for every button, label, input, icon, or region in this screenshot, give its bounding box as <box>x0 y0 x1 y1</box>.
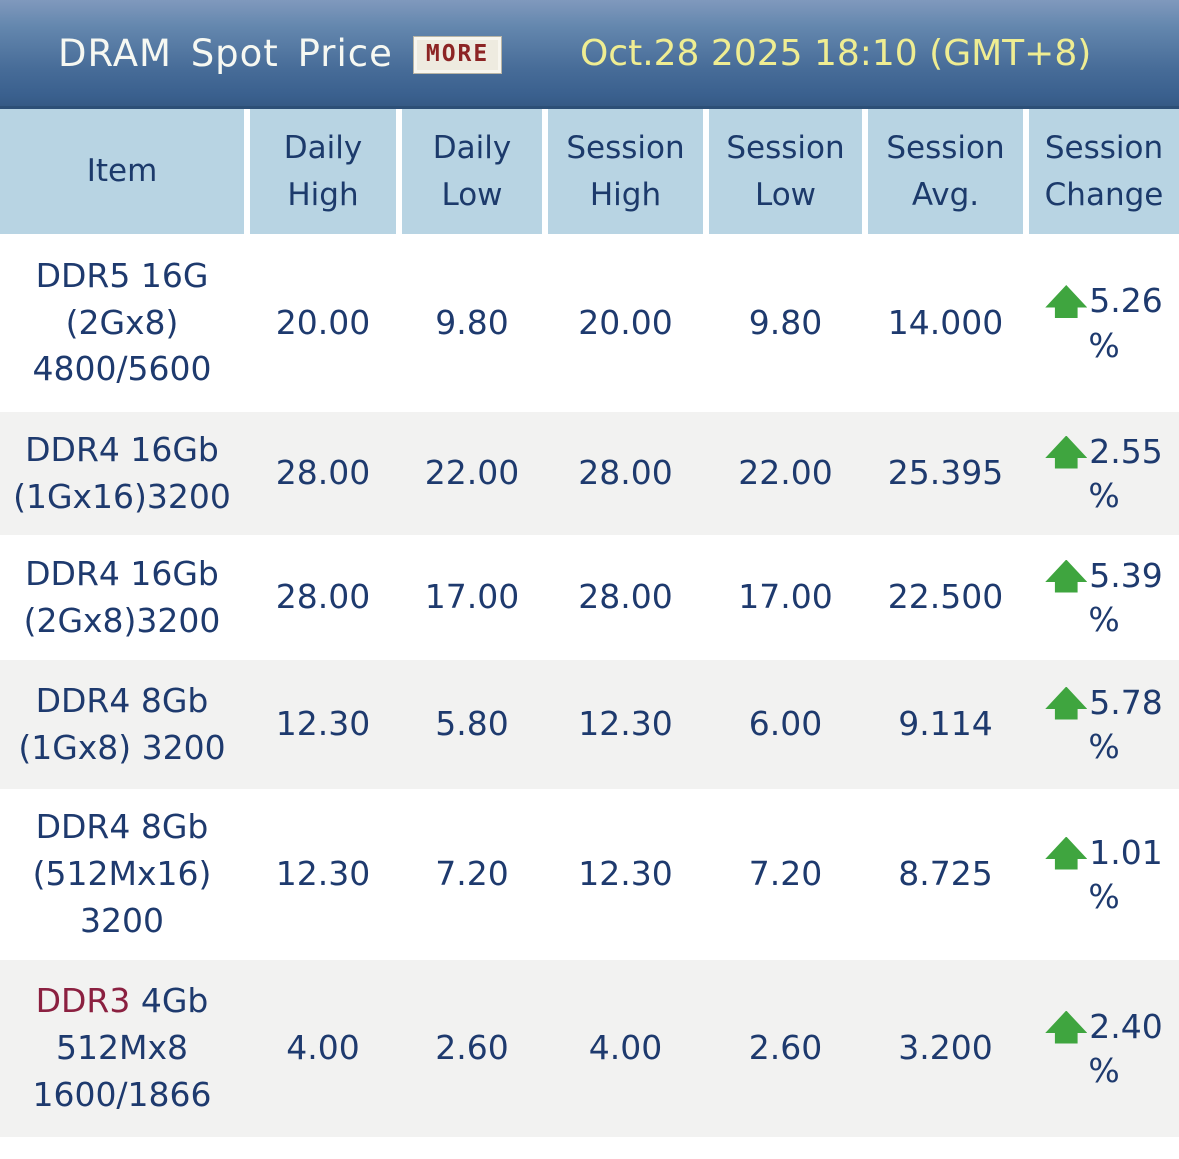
up-arrow-icon <box>1045 1010 1088 1044</box>
ddr3-link[interactable]: DDR3 <box>35 981 131 1021</box>
change-value: 1.01 <box>1089 832 1163 872</box>
table-row: DDR4 16Gb (1Gx16)3200 28.00 22.00 28.00 … <box>0 412 1179 535</box>
session-high-cell: 12.30 <box>578 704 673 744</box>
column-header-daily-low: Daily Low <box>402 109 542 234</box>
daily-low-cell: 17.00 <box>424 577 520 617</box>
change-value: 5.39 <box>1089 555 1163 595</box>
daily-high-cell: 4.00 <box>286 1028 360 1068</box>
session-low-cell: 6.00 <box>748 704 823 744</box>
daily-low-cell: 7.20 <box>435 854 509 894</box>
session-change-cell: 2.55 % <box>1029 429 1179 519</box>
column-header-daily-high: Daily High <box>250 109 396 234</box>
session-low-cell: 9.80 <box>748 302 823 342</box>
item-cell: DDR4 16Gb (1Gx16)3200 <box>13 429 231 516</box>
session-low-cell: 2.60 <box>748 1028 823 1068</box>
daily-low-cell: 22.00 <box>424 453 520 493</box>
daily-high-cell: 28.00 <box>275 453 371 493</box>
title-bar: DRAM Spot Price MORE Oct.28 2025 18:10 (… <box>0 0 1179 109</box>
session-change-cell: 5.26 % <box>1029 278 1179 368</box>
change-value: 5.78 <box>1089 682 1163 722</box>
session-low-cell: 22.00 <box>738 453 833 493</box>
change-unit: % <box>1088 325 1120 365</box>
session-high-cell: 20.00 <box>578 302 673 342</box>
change-unit: % <box>1088 476 1120 516</box>
session-high-cell: 4.00 <box>588 1028 663 1068</box>
session-change-cell: 1.01 % <box>1029 830 1179 920</box>
up-arrow-icon <box>1045 435 1088 469</box>
table-row: DDR5 16G (2Gx8) 4800/5600 20.00 9.80 20.… <box>0 234 1179 412</box>
table-row: DDR4 16Gb (2Gx8)3200 28.00 17.00 28.00 1… <box>0 535 1179 660</box>
change-unit: % <box>1088 727 1120 767</box>
table-header-row: Item Daily High Daily Low Session High S… <box>0 109 1179 234</box>
up-arrow-icon <box>1045 285 1088 319</box>
session-avg-cell: 9.114 <box>898 704 993 744</box>
up-arrow-icon <box>1045 559 1088 593</box>
session-avg-cell: 22.500 <box>887 577 1004 617</box>
daily-low-cell: 5.80 <box>435 704 509 744</box>
column-header-session-high: Session High <box>548 109 703 234</box>
item-cell: DDR3 4Gb 512Mx8 1600/1866 <box>32 981 212 1114</box>
table-row: DDR4 8Gb (1Gx8) 3200 12.30 5.80 12.30 6.… <box>0 660 1179 789</box>
session-high-cell: 28.00 <box>578 577 673 617</box>
up-arrow-icon <box>1045 686 1088 720</box>
table-row: DDR4 8Gb (512Mx16) 3200 12.30 7.20 12.30… <box>0 789 1179 960</box>
session-change-cell: 5.78 % <box>1029 680 1179 770</box>
session-avg-cell: 8.725 <box>898 854 993 894</box>
item-cell: DDR4 8Gb (512Mx16) 3200 <box>32 807 212 940</box>
change-value: 2.55 <box>1089 431 1163 471</box>
session-avg-cell: 25.395 <box>887 453 1004 493</box>
daily-low-cell: 9.80 <box>435 302 509 342</box>
session-high-cell: 12.30 <box>578 854 673 894</box>
daily-low-cell: 2.60 <box>435 1028 509 1068</box>
table-row: DDR3 4Gb 512Mx8 1600/1866 4.00 2.60 4.00… <box>0 960 1179 1137</box>
page-title: DRAM Spot Price <box>58 31 393 75</box>
more-button[interactable]: MORE <box>412 36 503 74</box>
session-low-cell: 17.00 <box>738 577 833 617</box>
change-value: 5.26 <box>1089 281 1163 321</box>
change-value: 2.40 <box>1089 1006 1163 1046</box>
session-change-cell: 2.40 % <box>1029 1004 1179 1094</box>
daily-high-cell: 28.00 <box>275 577 371 617</box>
timestamp: Oct.28 2025 18:10 (GMT+8) <box>579 32 1092 74</box>
column-header-item: Item <box>0 109 244 234</box>
column-header-session-change: Session Change <box>1029 109 1179 234</box>
column-header-session-avg: Session Avg. <box>868 109 1023 234</box>
item-cell: DDR4 8Gb (1Gx8) 3200 <box>18 680 226 767</box>
session-avg-cell: 14.000 <box>887 302 1004 342</box>
up-arrow-icon <box>1045 836 1088 870</box>
session-low-cell: 7.20 <box>748 854 823 894</box>
change-unit: % <box>1088 600 1120 640</box>
session-avg-cell: 3.200 <box>898 1028 993 1068</box>
daily-high-cell: 12.30 <box>275 704 371 744</box>
change-unit: % <box>1088 1051 1120 1091</box>
session-change-cell: 5.39 % <box>1029 553 1179 643</box>
item-cell: DDR5 16G (2Gx8) 4800/5600 <box>32 255 212 389</box>
daily-high-cell: 12.30 <box>275 854 371 894</box>
session-high-cell: 28.00 <box>578 453 673 493</box>
column-header-session-low: Session Low <box>709 109 862 234</box>
item-cell: DDR4 16Gb (2Gx8)3200 <box>23 553 221 640</box>
change-unit: % <box>1088 877 1120 917</box>
daily-high-cell: 20.00 <box>275 302 371 342</box>
